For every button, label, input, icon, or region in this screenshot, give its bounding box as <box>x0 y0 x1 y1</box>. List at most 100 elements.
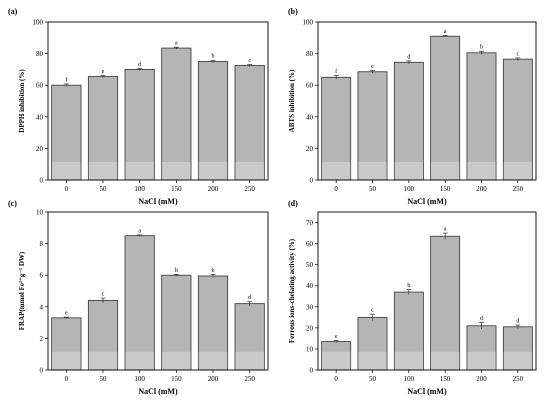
significance-letter: b <box>212 54 215 60</box>
bar-base-shade <box>88 351 118 370</box>
bar-base-shade <box>322 161 351 180</box>
significance-letter: d <box>138 62 141 68</box>
bar-base-shade <box>467 351 496 370</box>
bar-base-shade <box>358 161 387 180</box>
y-tick-label: 2 <box>40 335 44 343</box>
x-tick-label: 50 <box>369 375 377 383</box>
bar-base-shade <box>503 351 532 370</box>
bar-base-shade <box>394 351 423 370</box>
bar-base-shade <box>52 161 81 180</box>
significance-letter: e <box>102 69 105 75</box>
y-tick-label: 60 <box>306 240 314 248</box>
x-tick-label: 100 <box>404 375 415 383</box>
bar <box>502 58 533 181</box>
y-tick-label: 100 <box>33 19 44 27</box>
x-axis-label: NaCl (mM) <box>407 197 447 206</box>
significance-letter: b <box>407 283 410 289</box>
x-tick-label: 0 <box>65 185 69 193</box>
y-axis-label: ABTS inhibition (%) <box>288 69 296 132</box>
bar-base-shade <box>431 161 460 180</box>
panel-label: (a) <box>8 7 18 16</box>
x-tick-label: 100 <box>134 185 145 193</box>
significance-letter: d <box>480 316 483 322</box>
bar-base-shade <box>162 161 191 180</box>
x-tick-label: 50 <box>100 185 108 193</box>
chart-panel-1: f 0 e 50 d 100 a 150 b 200 c 250 0 20 40 60 80 100 NaCl (m… <box>8 7 269 206</box>
significance-letter: c <box>516 51 519 57</box>
bar <box>161 47 192 181</box>
bar <box>430 35 461 181</box>
bar <box>124 69 155 181</box>
y-axis-label: Ferrous ions-chelating activity (%) <box>288 238 296 343</box>
y-tick-label: 0 <box>310 177 314 185</box>
x-tick-label: 100 <box>404 185 415 193</box>
x-axis-label: NaCl (mM) <box>138 387 178 396</box>
chart-panel-3: e 0 c 50 a 100 b 150 b 200 d 250 0 2 4 6 8 10 NaCl (mM) FRA… <box>8 199 269 396</box>
bar-base-shade <box>358 351 387 370</box>
significance-letter: e <box>371 64 374 70</box>
significance-letter: a <box>444 29 447 35</box>
significance-letter: a <box>444 227 447 233</box>
significance-letter: d <box>407 54 410 60</box>
x-tick-label: 150 <box>171 185 182 193</box>
bar-base-shade <box>162 351 191 370</box>
x-tick-label: 0 <box>334 375 338 383</box>
significance-letter: b <box>212 268 215 274</box>
y-tick-label: 70 <box>306 219 314 227</box>
significance-letter: d <box>516 319 519 325</box>
significance-letter: a <box>175 41 178 47</box>
x-tick-label: 250 <box>513 185 524 193</box>
significance-letter: b <box>175 268 178 274</box>
y-tick-label: 0 <box>40 367 44 375</box>
y-tick-label: 0 <box>310 367 314 375</box>
y-tick-label: 6 <box>40 272 44 280</box>
y-tick-label: 40 <box>36 113 44 121</box>
bar <box>393 61 424 181</box>
x-tick-label: 200 <box>208 185 219 193</box>
bar-base-shade <box>125 351 154 370</box>
significance-letter: e <box>65 311 68 317</box>
significance-letter: d <box>248 295 251 301</box>
chart-panel-2: f 0 e 50 d 100 a 150 b 200 c 250 0 20 40 60 80 100 NaCl (m… <box>288 7 537 206</box>
plot-frame <box>47 21 269 181</box>
significance-letter: b <box>480 45 483 51</box>
y-tick-label: 40 <box>306 113 314 121</box>
y-axis-label: DPPH inhibition (%) <box>18 69 26 133</box>
bar-base-shade <box>52 351 81 370</box>
y-tick-label: 100 <box>303 19 314 27</box>
y-tick-label: 30 <box>306 303 314 311</box>
x-tick-label: 200 <box>208 375 219 383</box>
bar <box>430 235 461 371</box>
chart-panel-4: e 0 c 50 b 100 a 150 d 200 d 250 0 10 20 30 40 50 60 70 NaCl… <box>288 199 537 396</box>
plot-frame <box>47 211 269 371</box>
bar <box>124 235 155 371</box>
bar-base-shade <box>467 161 496 180</box>
bar-base-shade <box>322 351 351 370</box>
x-tick-label: 250 <box>244 185 255 193</box>
panel-label: (c) <box>8 199 17 208</box>
bar-base-shade <box>235 351 264 370</box>
significance-letter: e <box>335 334 338 340</box>
x-tick-label: 200 <box>476 185 487 193</box>
y-tick-label: 10 <box>306 345 314 353</box>
plot-frame <box>317 211 537 371</box>
x-tick-label: 200 <box>476 375 487 383</box>
y-tick-label: 0 <box>40 177 44 185</box>
panel-label: (d) <box>288 199 298 208</box>
significance-letter: c <box>371 308 374 314</box>
y-tick-label: 20 <box>36 145 44 153</box>
y-tick-label: 20 <box>306 324 314 332</box>
x-tick-label: 50 <box>369 185 377 193</box>
significance-letter: c <box>248 58 251 64</box>
x-tick-label: 150 <box>440 375 451 383</box>
y-tick-label: 60 <box>36 82 44 90</box>
y-tick-label: 20 <box>306 145 314 153</box>
x-tick-label: 150 <box>171 375 182 383</box>
significance-letter: c <box>102 292 105 298</box>
significance-letter: a <box>138 228 141 234</box>
y-tick-label: 50 <box>306 261 314 269</box>
y-tick-label: 80 <box>36 50 44 58</box>
x-tick-label: 250 <box>513 375 524 383</box>
x-tick-label: 150 <box>440 185 451 193</box>
